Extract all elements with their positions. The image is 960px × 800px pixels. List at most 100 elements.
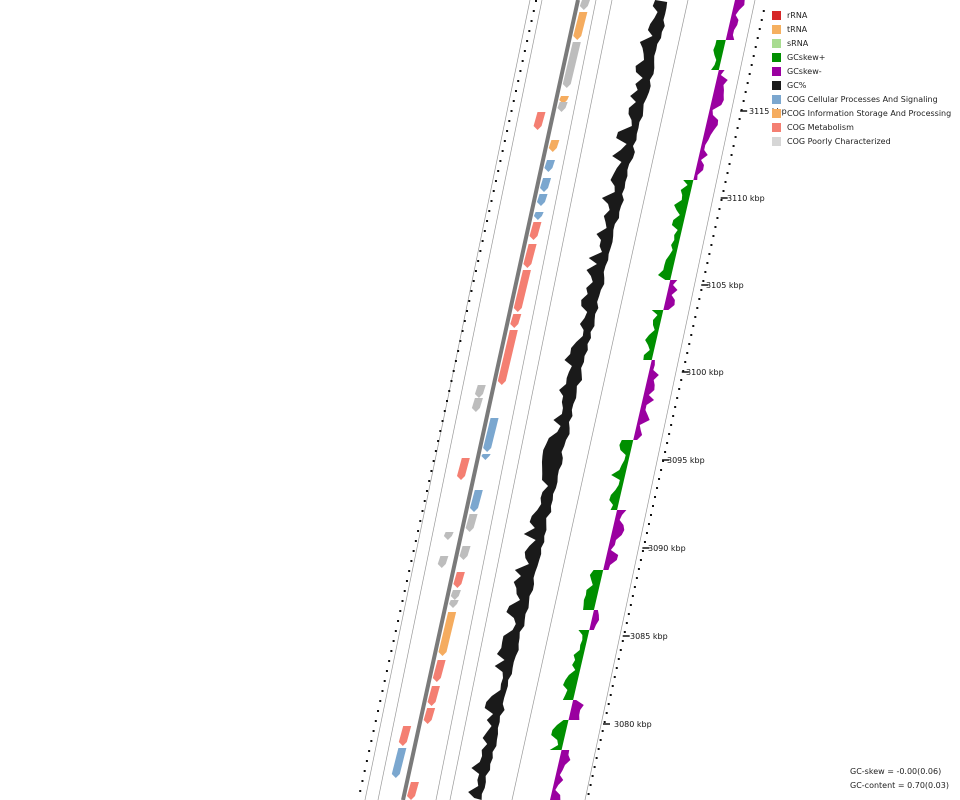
ruler-dot	[488, 210, 491, 212]
ruler-dot	[510, 110, 513, 112]
ruler-dot	[410, 560, 413, 562]
ruler-dot	[374, 720, 377, 722]
axis-dot	[678, 388, 681, 390]
axis-dot	[694, 316, 697, 318]
legend-swatch	[772, 66, 781, 76]
axis-dot	[746, 82, 749, 84]
ruler-dot	[474, 270, 477, 272]
axis-label-3095: 3095 kbp	[667, 456, 705, 465]
legend-swatch	[772, 80, 781, 90]
axis-dot	[658, 478, 661, 480]
gene-features-track	[391, 0, 590, 800]
axis-dot	[589, 784, 592, 786]
axis-dot	[744, 91, 747, 93]
axis-dot	[623, 631, 626, 633]
axis-dot	[672, 415, 675, 417]
axis-dot	[760, 19, 763, 21]
gene-arrow	[470, 490, 483, 512]
ruler-dot	[430, 470, 433, 472]
ruler-dot	[452, 370, 455, 372]
axis-dot	[617, 658, 620, 660]
legend-swatch	[772, 136, 781, 146]
gc-skew-segment	[550, 750, 571, 800]
axis-dot	[625, 622, 628, 624]
axis-dot	[643, 541, 646, 543]
axis-dot	[750, 64, 753, 66]
axis-label-3100: 3100 kbp	[686, 368, 724, 377]
ruler-dot	[481, 240, 484, 242]
ruler-dot	[508, 120, 511, 122]
ruler-dot	[501, 150, 504, 152]
ring-line	[377, 0, 543, 800]
axis-dot	[714, 226, 717, 228]
axis-dot	[758, 28, 761, 30]
gc-skew-segment	[562, 630, 590, 700]
gene-arrow	[548, 140, 560, 152]
axis-dot	[660, 469, 663, 471]
axis-dot	[708, 253, 711, 255]
legend-item-cog-information: COG Information Storage And Processing	[772, 106, 951, 120]
axis-dot	[637, 568, 640, 570]
ruler-dot	[392, 640, 395, 642]
ruler-dot	[372, 730, 375, 732]
axis-dot	[712, 235, 715, 237]
axis-dot	[742, 100, 745, 102]
gc-skew-segment	[693, 70, 728, 180]
ruler-dot	[437, 440, 440, 442]
ruler-dot	[521, 60, 524, 62]
ruler-dot	[399, 610, 402, 612]
gc-skew-segment	[711, 40, 726, 70]
axis-dot	[724, 181, 727, 183]
gene-arrow	[481, 454, 491, 460]
gene-arrow	[562, 42, 581, 88]
ruler-dot	[417, 530, 420, 532]
ruler-dot	[388, 660, 391, 662]
ruler-dot	[450, 380, 453, 382]
gc-skew-segment	[603, 510, 627, 570]
genome-stats: GC-skew = -0.00(0.06) GC-content = 0.70(…	[850, 765, 949, 793]
legend-item-gcskew-plus: GCskew+	[772, 50, 951, 64]
gene-arrow	[497, 330, 518, 385]
axis-dot	[619, 649, 622, 651]
gene-arrow	[523, 244, 537, 268]
axis-dot	[704, 271, 707, 273]
gene-arrow	[457, 458, 470, 480]
ruler-dot	[432, 460, 435, 462]
axis-dot	[728, 163, 731, 165]
ruler-dot	[383, 680, 386, 682]
ruler-dot	[363, 770, 366, 772]
ruler-dot	[486, 220, 489, 222]
axis-dot	[668, 433, 671, 435]
gc-skew-segment	[663, 280, 678, 310]
gene-arrow	[450, 590, 461, 600]
legend-swatch	[772, 10, 781, 20]
axis-dot	[696, 307, 699, 309]
axis-dot	[666, 442, 669, 444]
axis-dot	[633, 586, 636, 588]
axis-dot	[645, 532, 648, 534]
gene-arrow	[544, 160, 555, 172]
ring-guide-lines	[364, 0, 756, 800]
axis-dot	[730, 154, 733, 156]
gene-arrow	[533, 212, 544, 220]
ruler-dot	[472, 280, 475, 282]
gene-arrow	[437, 556, 449, 568]
axis-dot	[700, 289, 703, 291]
ruler-dot	[365, 760, 368, 762]
ruler-dot	[439, 430, 442, 432]
gene-arrow	[427, 686, 440, 706]
axis-dot	[686, 352, 689, 354]
legend-label: GCskew-	[787, 66, 822, 76]
ruler-dot	[394, 630, 397, 632]
axis-dot	[736, 127, 739, 129]
axis-dot	[664, 451, 667, 453]
ruler-dot	[535, 0, 537, 2]
gene-arrow	[465, 514, 478, 532]
ruler-dot	[443, 410, 446, 412]
axis-dot	[593, 766, 596, 768]
gene-arrow	[459, 546, 471, 560]
gene-arrow	[557, 102, 568, 112]
ruler-dot	[454, 360, 457, 362]
ruler-dot	[523, 50, 526, 52]
